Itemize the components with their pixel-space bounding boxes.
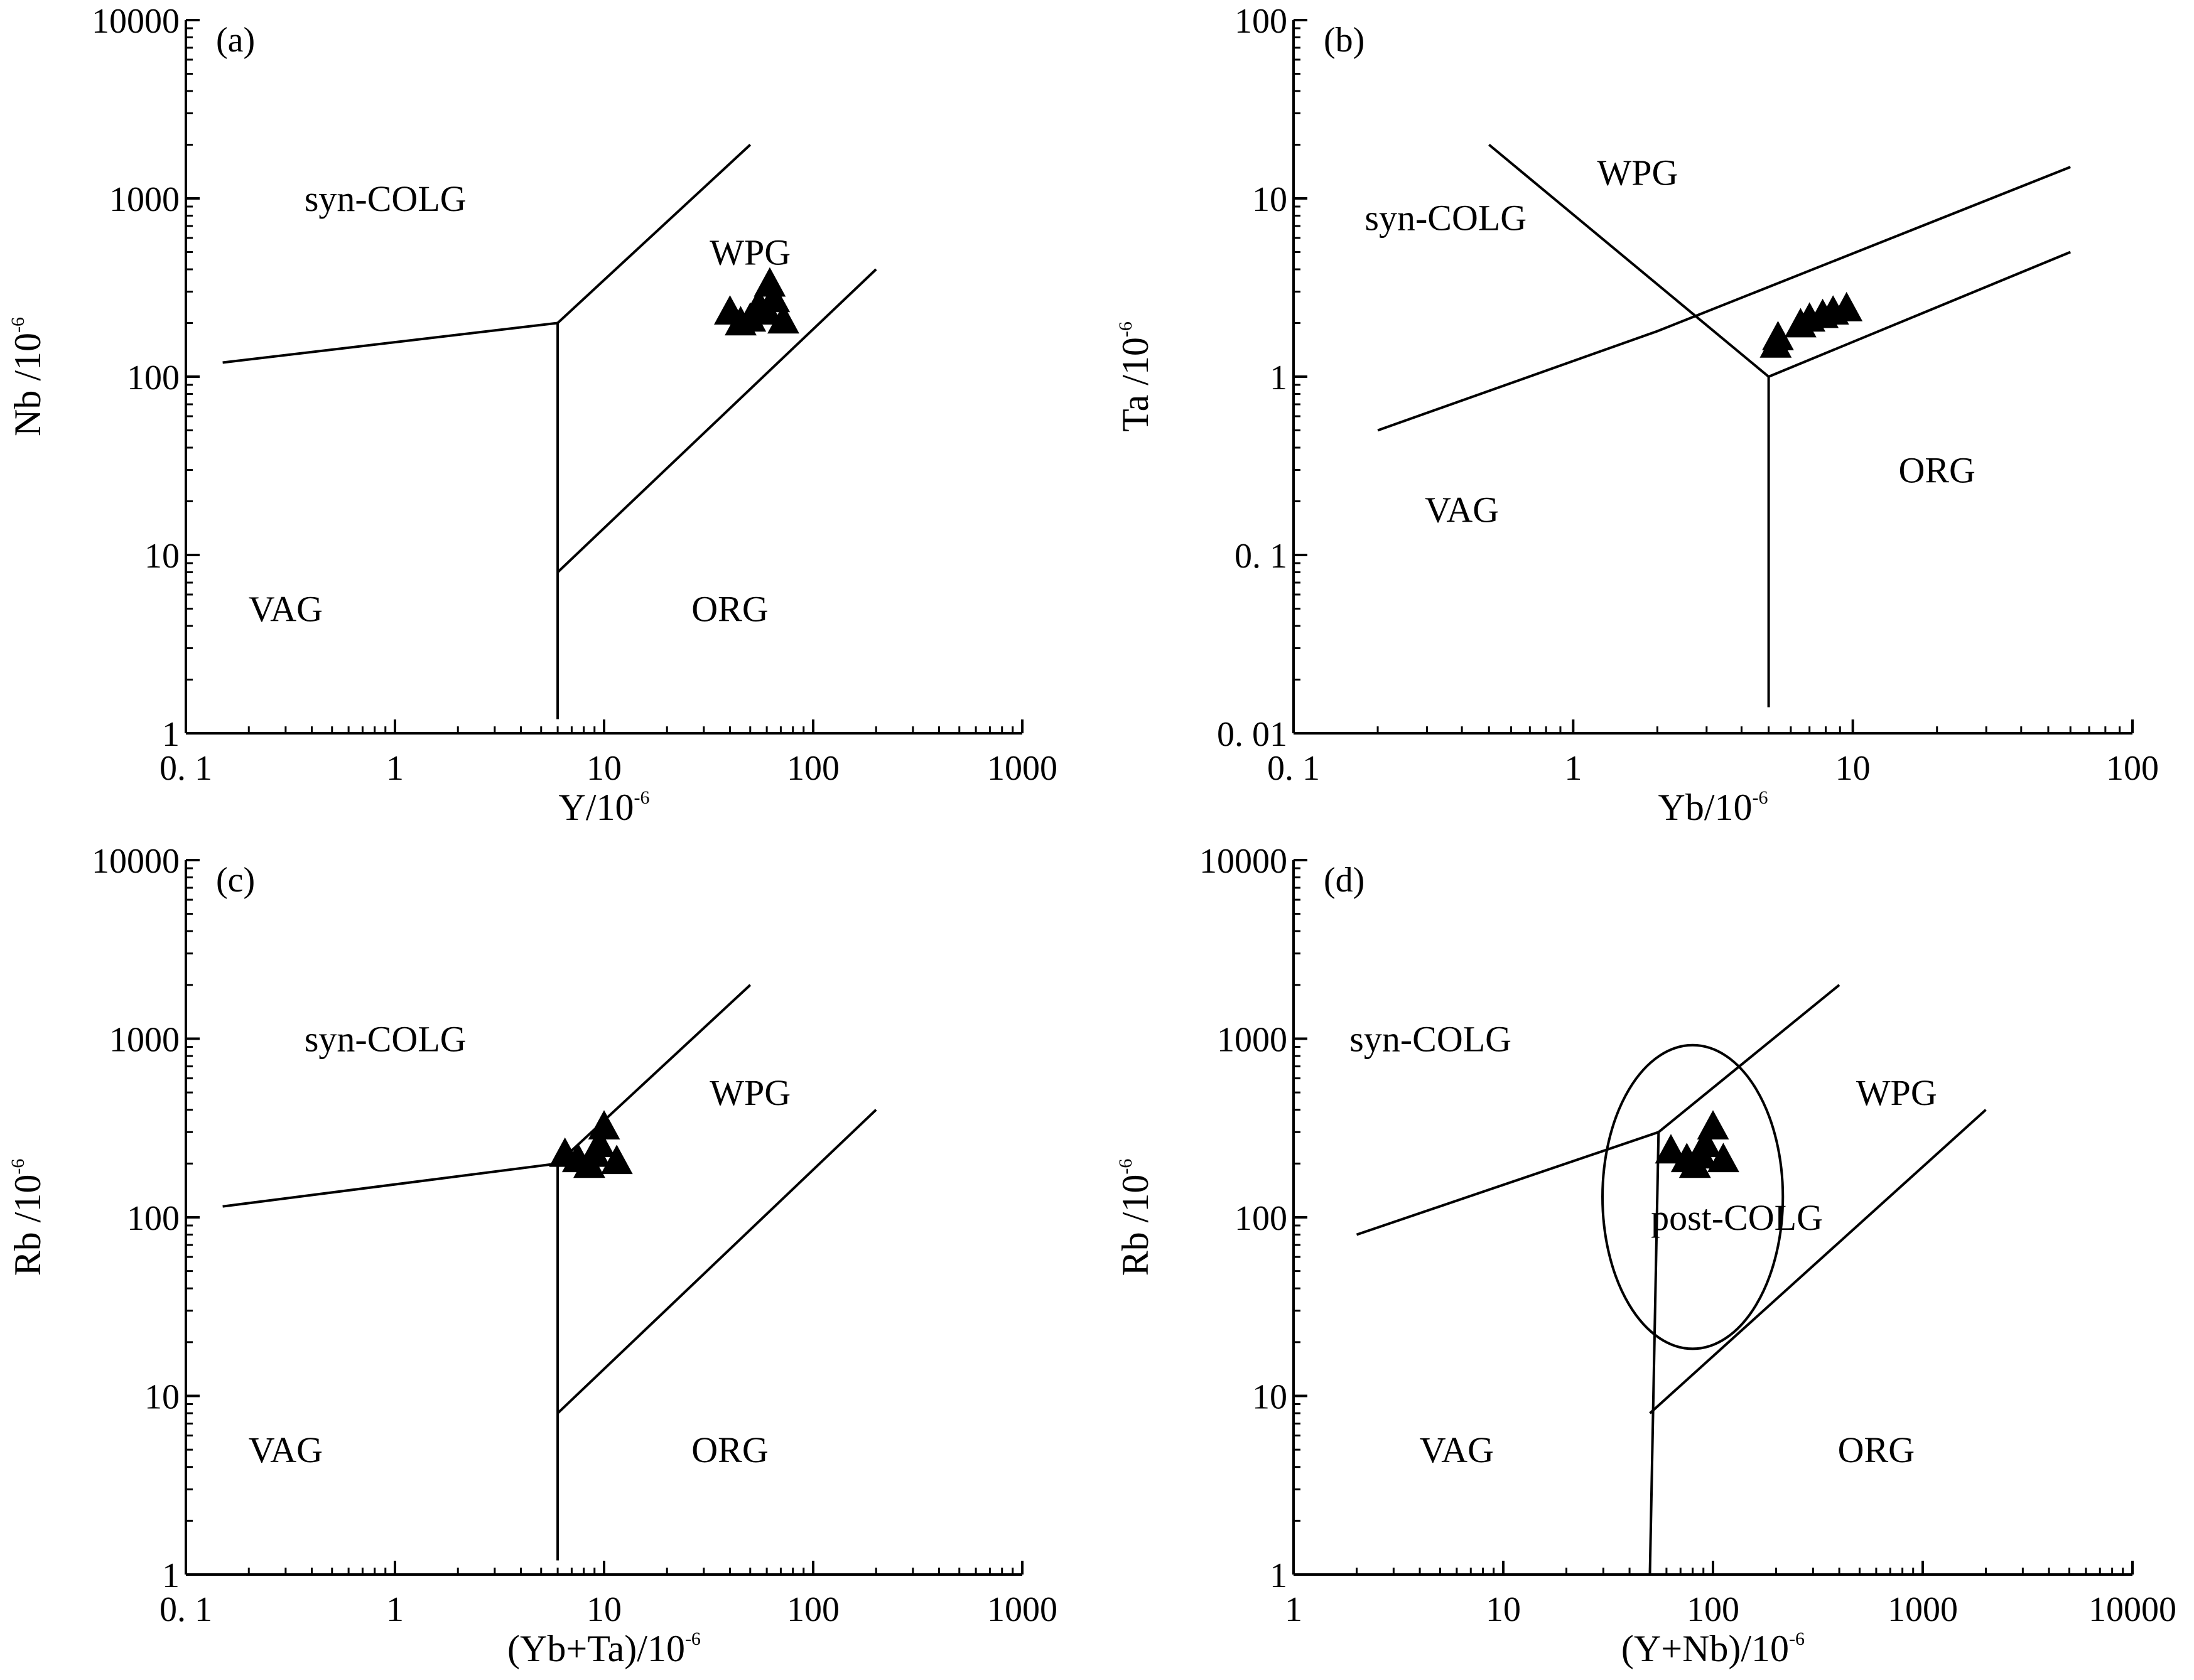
y-tick-label: 100 (1235, 2, 1287, 41)
y-axis-label: Rb /10-6 (7, 1159, 48, 1276)
y-tick-label: 1 (162, 1556, 180, 1595)
field-boundary-line (1768, 250, 2071, 378)
post-colg-ellipse (1601, 1043, 1785, 1350)
y-tick-label: 10 (144, 1378, 180, 1417)
y-axis-label: Nb /10-6 (7, 317, 48, 436)
field-label-syn-colg: syn-COLG (305, 1019, 467, 1060)
x-axis-label: Yb/10-6 (1658, 787, 1768, 828)
data-point-triangle (758, 283, 791, 313)
field-label-vag: VAG (1420, 1430, 1494, 1470)
x-axis-label: (Y+Nb)/10-6 (1621, 1628, 1805, 1669)
x-tick-label: 100 (1687, 1590, 1739, 1629)
field-label-wpg: WPG (710, 232, 791, 272)
x-axis-label: (Yb+Ta)/10-6 (507, 1628, 701, 1669)
x-tick-label: 10 (1486, 1590, 1521, 1629)
x-tick-label: 1 (386, 1590, 404, 1629)
field-label-wpg: WPG (1597, 152, 1678, 193)
x-tick-label: 1000 (987, 749, 1057, 788)
data-point-triangle (1707, 1143, 1739, 1173)
data-point-triangle (1697, 1110, 1729, 1139)
y-tick-label: 10000 (92, 842, 180, 881)
y-axis-label: Rb /10-6 (1115, 1159, 1156, 1276)
field-label-org: ORG (691, 588, 768, 629)
y-tick-label: 0. 1 (1235, 537, 1287, 576)
panel-label: (c) (216, 861, 255, 900)
field-label-vag: VAG (249, 588, 323, 629)
y-tick-label: 1 (1270, 1556, 1287, 1595)
field-boundary-line (1649, 1109, 1987, 1414)
x-tick-label: 1 (1285, 1590, 1302, 1629)
x-tick-label: 0. 1 (159, 749, 212, 788)
field-label-syn-colg: syn-COLG (305, 178, 467, 219)
x-tick-label: 1 (1564, 749, 1582, 788)
panel-label: (a) (216, 21, 255, 60)
y-tick-label: 1000 (1217, 1021, 1287, 1060)
x-axis-label: Y/10-6 (559, 787, 650, 828)
y-tick-label: 1 (1270, 358, 1287, 397)
x-tick-label: 100 (2106, 749, 2159, 788)
x-tick-label: 10 (586, 1590, 622, 1629)
field-label-wpg: WPG (1856, 1072, 1937, 1113)
field-boundary-line (1648, 1132, 1660, 1575)
y-tick-label: 100 (127, 358, 180, 397)
field-boundary-line (1488, 143, 1770, 378)
data-point-triangle (1830, 291, 1863, 321)
panel-label: (d) (1324, 861, 1364, 900)
y-axis-label: Ta /10-6 (1115, 321, 1156, 432)
field-label-org: ORG (1898, 450, 1975, 490)
y-tick-label: 1000 (109, 1021, 180, 1060)
field-label-org: ORG (1838, 1430, 1915, 1470)
x-tick-label: 10 (1835, 749, 1871, 788)
field-boundary-line (556, 1109, 877, 1414)
x-tick-label: 0. 1 (159, 1590, 212, 1629)
data-point-triangle (583, 1128, 615, 1158)
panel-label: (b) (1324, 21, 1364, 60)
y-tick-label: 10 (1252, 1378, 1287, 1417)
x-tick-label: 0. 1 (1267, 749, 1320, 788)
field-label-vag: VAG (1425, 490, 1499, 530)
x-tick-label: 10 (586, 749, 622, 788)
field-label-post-colg: post-COLG (1651, 1197, 1823, 1238)
field-label-wpg: WPG (710, 1072, 791, 1113)
data-point-triangle (1689, 1128, 1722, 1158)
x-tick-label: 100 (787, 749, 840, 788)
data-point-triangle (600, 1144, 633, 1175)
x-tick-label: 1000 (1888, 1590, 1958, 1629)
y-tick-label: 10 (144, 537, 180, 576)
field-label-syn-colg: syn-COLG (1364, 198, 1527, 239)
field-label-org: ORG (691, 1430, 768, 1470)
x-tick-label: 1 (386, 749, 404, 788)
y-tick-label: 100 (1235, 1199, 1287, 1238)
field-label-syn-colg: syn-COLG (1349, 1019, 1511, 1060)
y-tick-label: 0. 01 (1217, 715, 1287, 754)
x-tick-label: 10000 (2089, 1590, 2176, 1629)
field-label-vag: VAG (249, 1430, 323, 1470)
y-tick-label: 1000 (109, 180, 180, 219)
x-tick-label: 100 (787, 1590, 840, 1629)
data-point-triangle (1655, 1134, 1687, 1164)
y-tick-label: 1 (162, 715, 180, 754)
field-boundary-line (556, 268, 877, 573)
y-tick-label: 10 (1252, 180, 1287, 219)
field-boundary-line (1377, 166, 2071, 432)
y-tick-label: 10000 (1199, 842, 1287, 881)
x-tick-label: 1000 (987, 1590, 1057, 1629)
data-point-triangle (588, 1110, 620, 1139)
data-point-triangle (767, 304, 799, 334)
panel-3: 0. 1 1 10 100 1000110100100010000(Yb+Ta)/10-… (7, 842, 1057, 1669)
y-tick-label: 10000 (92, 2, 180, 41)
y-tick-label: 100 (127, 1199, 180, 1238)
panel-4: 1 10 100 1000 10000 1 10 100 1000 10000 (Y+Nb)/10-… (1115, 842, 2176, 1669)
